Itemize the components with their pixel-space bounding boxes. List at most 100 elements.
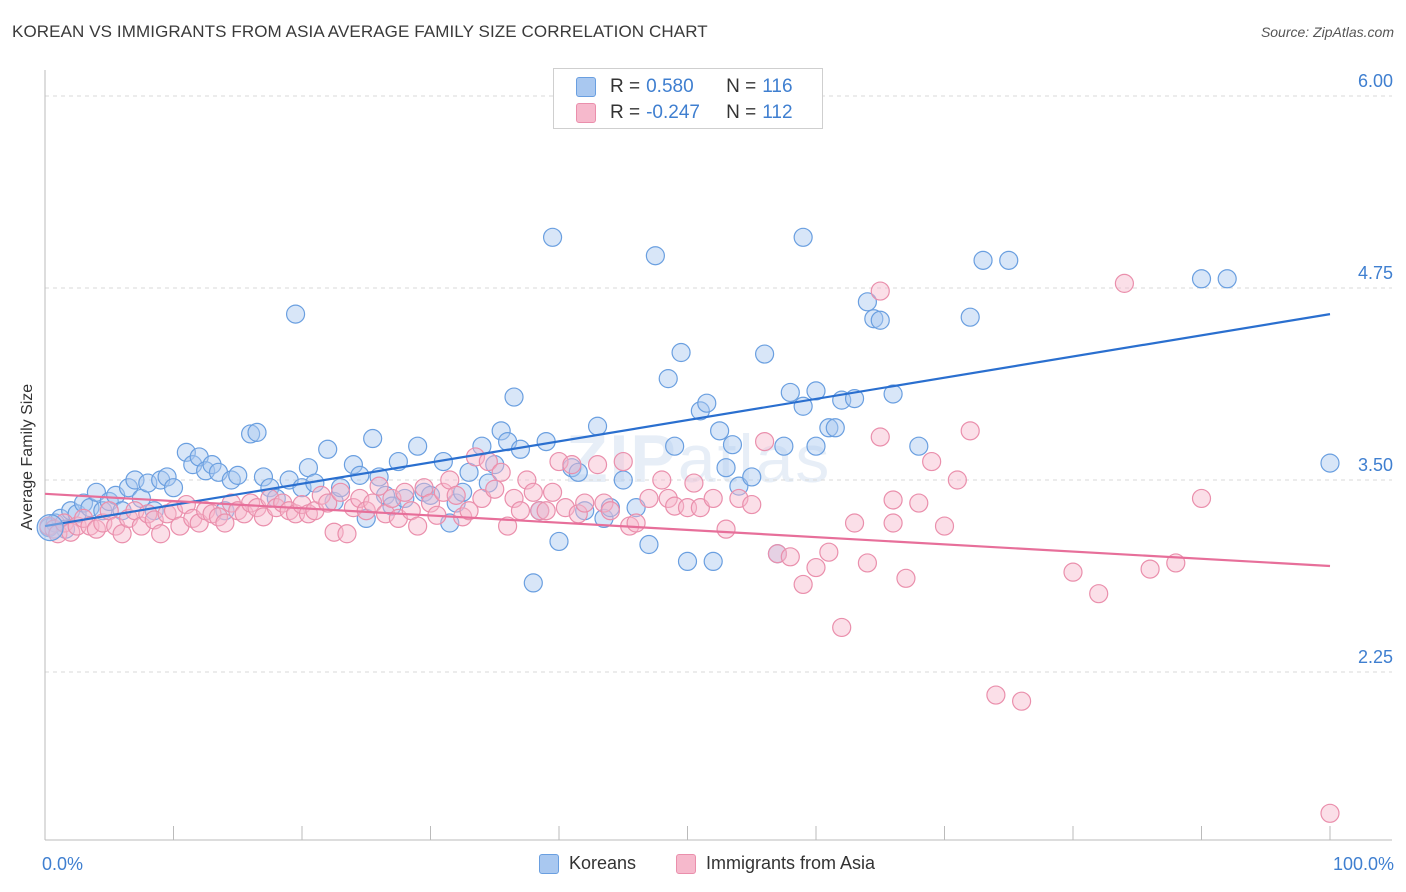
r-label: R =	[610, 76, 641, 97]
x-tick-label: 0.0%	[42, 854, 83, 874]
immigrant-point	[1089, 584, 1109, 604]
immigrant-point	[542, 482, 563, 502]
immigrant-point	[369, 476, 389, 496]
korean-point	[36, 514, 64, 542]
korean-point	[793, 227, 813, 247]
korean-point	[202, 455, 222, 475]
korean-point	[228, 465, 248, 485]
korean-point	[909, 436, 929, 456]
immigrant-point	[318, 493, 338, 513]
immigrants-legend-swatch	[676, 853, 696, 874]
y-tick-label: 3.50	[1358, 455, 1393, 475]
immigrant-point	[1063, 562, 1083, 582]
immigrant-point	[395, 482, 415, 502]
korean-point	[774, 436, 794, 456]
watermark-bold: ZIP	[566, 421, 678, 497]
immigrant-point	[530, 501, 550, 521]
korean-point	[542, 227, 563, 247]
immigrant-point	[870, 427, 890, 447]
legend-item-immigrants-from-asia[interactable]: Immigrants from Asia	[676, 853, 875, 874]
immigrant-point	[947, 470, 967, 490]
korean-point	[864, 309, 884, 329]
korean-point	[408, 436, 428, 456]
immigrant-point	[857, 553, 878, 573]
immigrant-point	[716, 519, 736, 539]
immigrant-point	[562, 455, 582, 475]
immigrant-point	[806, 557, 826, 578]
immigrant-point	[459, 501, 479, 521]
korean-point	[703, 551, 723, 572]
immigrant-point	[510, 501, 531, 521]
immigrant-point	[523, 482, 543, 502]
legend-label: Koreans	[569, 853, 637, 873]
korean-point	[285, 304, 306, 324]
korean-point	[825, 418, 845, 438]
korean-trend-line	[44, 313, 1331, 528]
immigrant-point	[600, 501, 621, 521]
korean-point	[857, 292, 878, 312]
immigrant-point	[652, 470, 672, 490]
immigrant-point	[1191, 488, 1212, 509]
source-label: Source: ZipAtlas.com	[1260, 24, 1394, 40]
korean-point	[754, 344, 775, 364]
y-tick-label: 4.75	[1358, 263, 1393, 283]
chart-title: KOREAN VS IMMIGRANTS FROM ASIA AVERAGE F…	[12, 22, 708, 41]
immigrant-point	[408, 516, 428, 536]
immigrant-point	[870, 281, 890, 301]
immigrant-point	[844, 513, 865, 533]
legend-row-immigrants: R = -0.247 N = 112	[576, 101, 793, 125]
korean-point	[504, 387, 524, 407]
korean-point	[1217, 269, 1237, 289]
korean-point	[806, 436, 826, 456]
korean-point	[960, 307, 980, 327]
korean-point	[176, 442, 196, 462]
korean-point	[710, 421, 730, 441]
x-tick-label: 100.0%	[1333, 854, 1394, 874]
korean-point	[343, 455, 363, 475]
immigrant-point	[1140, 559, 1160, 579]
korean-point	[999, 250, 1019, 270]
immigrant-trend-line	[44, 492, 1331, 568]
koreans-swatch	[576, 77, 596, 97]
korean-point	[118, 478, 139, 498]
immigrant-point	[960, 421, 980, 441]
immigrant-point	[594, 493, 614, 513]
immigrant-point	[215, 513, 235, 533]
korean-point	[587, 416, 608, 436]
r-value: 0.580	[646, 76, 694, 97]
korean-point	[523, 573, 543, 593]
korean-point	[665, 436, 685, 456]
immigrant-point	[832, 617, 852, 638]
immigrant-point	[517, 470, 537, 490]
korean-point	[330, 478, 351, 498]
korean-point	[973, 250, 993, 270]
immigrant-point	[485, 479, 505, 499]
immigrant-point	[883, 490, 903, 510]
korean-point	[780, 382, 800, 403]
korean-point	[318, 439, 338, 459]
immigrant-point	[536, 501, 556, 521]
legend-item-koreans[interactable]: Koreans	[539, 853, 636, 874]
n-value: 112	[762, 102, 793, 123]
n-value: 116	[762, 76, 793, 97]
immigrant-point	[658, 488, 678, 509]
immigrant-point	[909, 493, 929, 513]
immigrant-point	[883, 513, 903, 533]
y-tick-label: 2.25	[1358, 647, 1393, 667]
immigrant-point	[639, 488, 659, 509]
korean-point	[690, 401, 710, 421]
immigrants-swatch	[576, 103, 596, 123]
korean-point	[722, 435, 743, 455]
korean-point	[716, 458, 736, 478]
korean-point	[253, 467, 274, 487]
immigrant-point	[498, 516, 518, 536]
korean-point	[870, 310, 890, 330]
watermark: ZIPatlas	[566, 420, 831, 498]
immigrant-point	[793, 574, 813, 595]
korean-point	[613, 470, 633, 490]
korean-point	[677, 551, 698, 572]
immigrant-point	[626, 513, 646, 533]
immigrant-point	[350, 488, 370, 509]
immigrant-point	[420, 493, 441, 513]
korean-point	[549, 531, 569, 552]
